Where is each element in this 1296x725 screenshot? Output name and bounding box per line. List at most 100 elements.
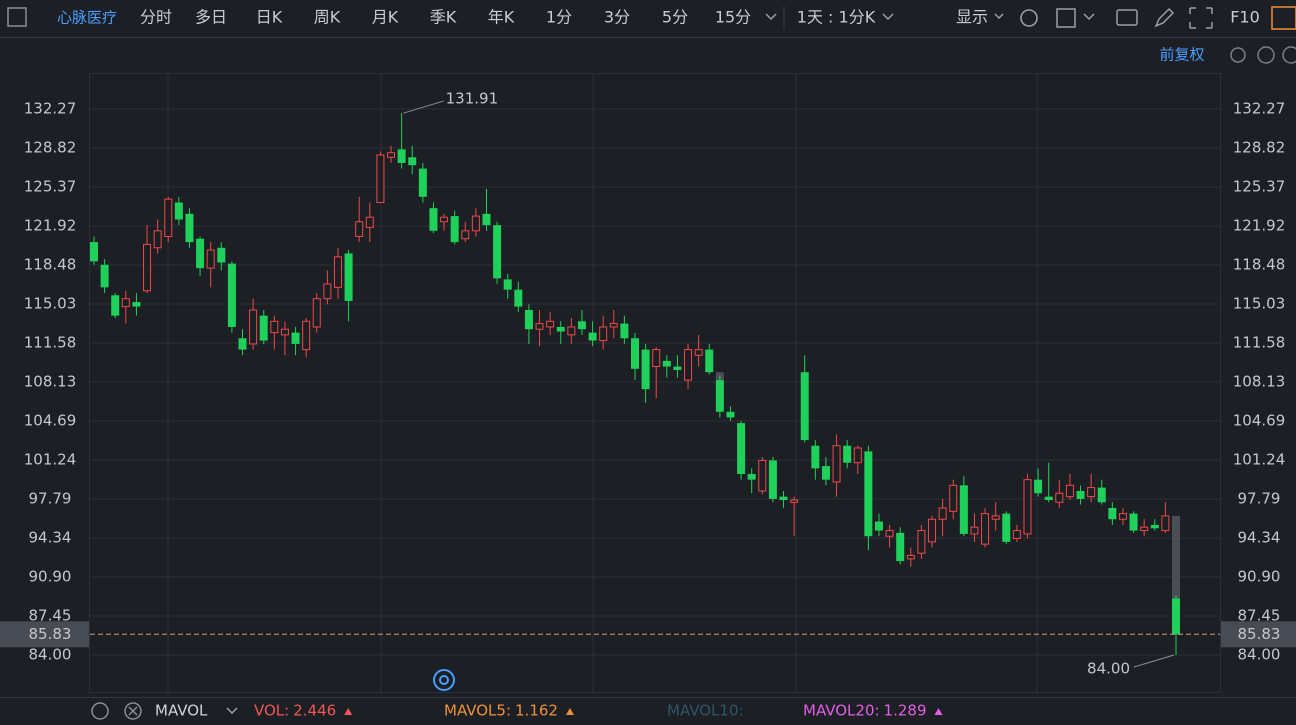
candle-body <box>1055 492 1064 503</box>
candle-body <box>100 264 109 288</box>
candle-body <box>928 518 937 543</box>
candle-body <box>631 338 639 369</box>
candle-body <box>684 349 693 381</box>
candle-body <box>259 315 268 341</box>
period-tab[interactable]: 季K <box>430 8 457 27</box>
candle-body <box>238 338 247 350</box>
candle-body <box>164 198 173 237</box>
display-menu[interactable]: 显示 <box>956 8 988 27</box>
indicator-settings[interactable] <box>91 702 109 720</box>
zoom-in-icon[interactable] <box>1282 46 1296 64</box>
camera-icon[interactable] <box>1116 9 1138 26</box>
period-tab[interactable]: 15分 <box>715 8 751 27</box>
side-panel-button[interactable] <box>1271 6 1296 30</box>
period-tab[interactable]: 月K <box>372 8 399 27</box>
candle-body <box>365 216 374 228</box>
adjust-select[interactable]: 前复权 <box>1159 46 1204 64</box>
candle-body <box>758 459 767 492</box>
event-icon[interactable] <box>433 669 455 691</box>
candle-body <box>705 349 714 373</box>
y-tick-label: 128.82 <box>24 138 77 156</box>
period-tab[interactable]: 5分 <box>662 8 688 27</box>
candle-body <box>280 328 289 336</box>
stock-name[interactable]: 心脉医疗 <box>57 9 117 27</box>
candle-body <box>1118 513 1127 520</box>
candle-body <box>1108 507 1117 520</box>
indicator-value: 1.162 <box>515 702 558 720</box>
max-marker-line <box>403 100 444 114</box>
candle-body <box>90 242 98 262</box>
candle-body <box>1044 496 1053 501</box>
candle-body <box>1150 524 1159 529</box>
indicator-label: MAVOL5: <box>444 702 511 720</box>
y-tick-label: 90.90 <box>29 567 72 585</box>
candle-body <box>535 323 544 330</box>
last-price-label-right: 85.83 <box>1238 625 1281 643</box>
candle-body <box>970 526 979 535</box>
intraday-select[interactable]: 1天 : 1分K <box>797 8 876 27</box>
indicator-value: 1.289 <box>884 702 927 720</box>
candle-body <box>132 302 141 307</box>
candle-body <box>747 474 756 480</box>
period-dividers <box>167 74 1038 692</box>
dropdown-icon[interactable] <box>882 13 894 21</box>
y-tick-label-right: 111.58 <box>1233 334 1286 352</box>
draw-box-icon[interactable] <box>1056 8 1076 28</box>
trend-arrow <box>934 708 943 715</box>
settings-icon[interactable] <box>1020 9 1038 27</box>
dropdown-icon[interactable] <box>1083 13 1095 21</box>
y-tick-label: 84.00 <box>29 646 72 664</box>
period-tab[interactable]: 3分 <box>604 8 630 27</box>
y-tick-label: 101.24 <box>24 450 77 468</box>
candle-body <box>111 295 120 316</box>
indicator-name[interactable]: MAVOL <box>155 702 208 720</box>
candle-body <box>949 484 958 512</box>
y-tick-label: 111.58 <box>24 334 77 352</box>
candle-body <box>174 202 183 220</box>
period-tab[interactable]: 1分 <box>546 8 572 27</box>
zoom-out-icon[interactable] <box>1257 46 1275 64</box>
period-tab[interactable]: 日K <box>256 8 283 27</box>
indicator-close[interactable] <box>124 702 142 720</box>
dropdown-icon[interactable] <box>226 707 238 715</box>
candle-body <box>312 298 321 328</box>
period-tab[interactable]: 年K <box>488 8 515 27</box>
candle-body <box>143 243 152 292</box>
candle-body <box>1023 479 1032 535</box>
candle-body <box>1087 487 1096 498</box>
sidebar-toggle[interactable] <box>7 7 27 27</box>
period-tab[interactable]: 分时 <box>140 8 172 27</box>
candle-body <box>1140 526 1149 532</box>
min-marker-label: 84.00 <box>1087 660 1130 678</box>
indicator-label: MAVOL20: <box>803 702 880 720</box>
candle-body <box>1002 513 1011 542</box>
reset-icon[interactable] <box>1230 47 1246 63</box>
candle-body <box>864 451 873 537</box>
candle-body <box>227 263 236 327</box>
y-tick-label-right: 84.00 <box>1238 646 1281 664</box>
fullscreen-icon[interactable] <box>1189 7 1213 29</box>
candle-body <box>493 225 502 279</box>
y-tick-label: 104.69 <box>24 411 77 429</box>
candle-body <box>715 380 724 412</box>
y-tick-label: 125.37 <box>24 178 77 196</box>
candle-body <box>323 283 332 300</box>
f10-button[interactable]: F10 <box>1230 8 1260 27</box>
last-price-label: 85.83 <box>29 625 72 643</box>
candle-body <box>514 289 523 307</box>
candle-body <box>153 230 162 249</box>
period-tab[interactable]: 周K <box>314 8 341 27</box>
pen-icon[interactable] <box>1154 7 1175 28</box>
candle-body <box>524 309 533 330</box>
indicator-label: MAVOL10: <box>667 702 744 720</box>
candle-body <box>503 279 512 290</box>
dropdown-icon[interactable] <box>994 13 1004 20</box>
candle-body <box>938 507 947 520</box>
candle-body <box>821 466 830 480</box>
last-price-box <box>0 621 89 648</box>
candle-body <box>185 213 194 243</box>
indicator-label: VOL: <box>254 702 289 720</box>
period-tab[interactable]: 多日 <box>195 8 227 27</box>
dropdown-icon[interactable] <box>765 13 777 21</box>
